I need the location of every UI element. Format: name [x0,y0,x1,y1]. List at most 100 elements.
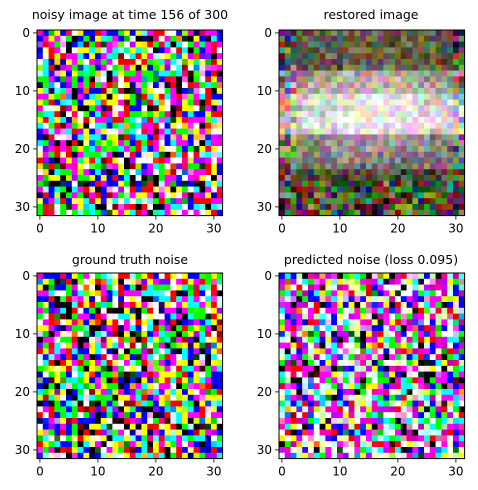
pixel [447,348,454,355]
pixel [331,325,338,332]
pixel [319,41,326,48]
pixel [290,296,297,303]
pixel [112,140,119,147]
pixel [153,180,160,187]
pixel [354,412,361,419]
pixel [325,412,332,419]
pixel [216,447,223,454]
pixel [176,354,183,361]
pixel [66,76,73,83]
pixel [441,441,448,448]
pixel [406,452,413,459]
pixel [153,59,160,66]
pixel [395,319,402,326]
pixel [193,76,200,83]
pixel [389,400,396,407]
pixel [325,53,332,60]
pixel [400,290,407,297]
pixel [141,82,148,89]
pixel [360,371,367,378]
pixel [429,140,436,147]
pixel [400,406,407,413]
pixel [337,88,344,95]
pixel [371,418,378,425]
pixel [383,122,390,129]
pixel [383,423,390,430]
pixel [348,140,355,147]
pixel [412,354,419,361]
pixel [325,111,332,118]
pixel [42,435,49,442]
pixel [199,35,206,42]
pixel [458,59,465,66]
pixel [60,331,67,338]
pixel [170,117,177,124]
pixel [279,209,286,216]
pixel [193,360,200,367]
pixel [279,296,286,303]
pixel [129,319,136,326]
pixel [164,134,171,141]
pixel [418,383,425,390]
pixel [77,64,84,71]
pixel [141,406,148,413]
pixel [187,157,194,164]
pixel [60,394,67,401]
pixel [325,93,332,100]
pixel [284,278,291,285]
pixel [441,412,448,419]
pixel [182,70,189,77]
pixel [42,59,49,66]
pixel [158,169,165,176]
pixel [424,186,431,193]
pixel [193,441,200,448]
pixel [383,389,390,396]
pixel [342,163,349,170]
pixel [83,192,90,199]
pixel [42,53,49,60]
pixel [279,180,286,187]
pixel [377,82,384,89]
pixel [129,441,136,448]
pixel [176,307,183,314]
pixel [389,394,396,401]
pixel [383,64,390,71]
pixel [83,400,90,407]
pixel [158,389,165,396]
pixel [279,354,286,361]
pixel [377,105,384,112]
pixel [42,117,49,124]
pixel [176,336,183,343]
pixel [187,59,194,66]
pixel [302,140,309,147]
pixel [112,447,119,454]
pixel [302,47,309,54]
pixel [66,163,73,170]
pixel [279,35,286,42]
pixel [54,59,61,66]
pixel [308,105,315,112]
pixel [60,111,67,118]
pixel [66,348,73,355]
pixel [182,41,189,48]
pixel [458,313,465,320]
pixel [170,175,177,182]
pixel [135,325,142,332]
pixel [164,447,171,454]
pixel [48,325,55,332]
pixel [319,377,326,384]
pixel [71,157,78,164]
pixel [54,93,61,100]
pixel [453,88,460,95]
pixel [313,278,320,285]
pixel [441,319,448,326]
pixel [60,412,67,419]
pixel [279,99,286,106]
pixel [296,117,303,124]
pixel [118,105,125,112]
pixel [354,180,361,187]
pixel [71,348,78,355]
pixel [112,336,119,343]
pixel [389,180,396,187]
pixel [54,365,61,372]
